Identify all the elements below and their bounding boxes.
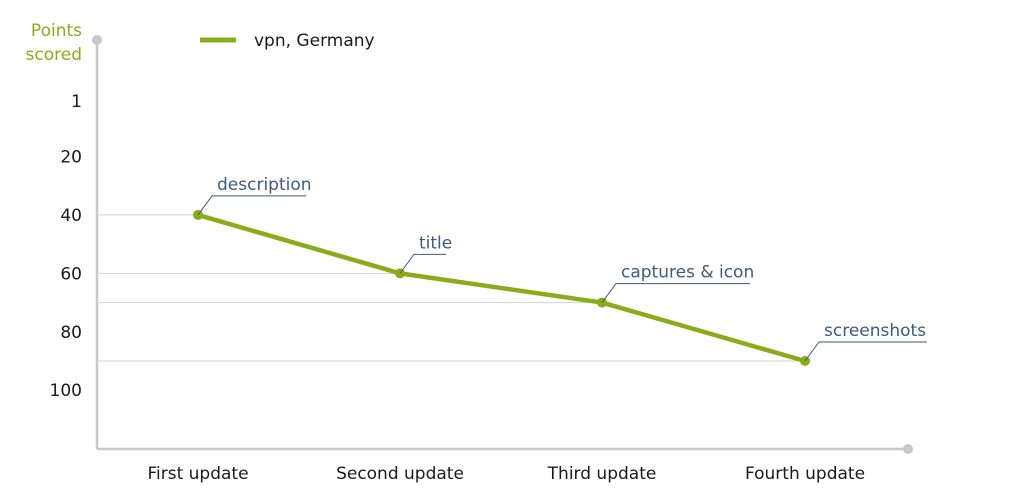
annotation-leader bbox=[601, 283, 750, 303]
y-tick-label: 80 bbox=[60, 323, 82, 343]
annotation-label: captures & icon bbox=[621, 263, 754, 283]
y-tick-label: 100 bbox=[50, 381, 82, 401]
gridlines bbox=[97, 214, 805, 362]
y-axis-title-line-1: Points bbox=[31, 21, 82, 41]
x-tick-label: Third update bbox=[547, 464, 657, 484]
y-tick-label: 60 bbox=[60, 264, 82, 284]
series-line bbox=[195, 212, 808, 364]
annotation-leader bbox=[804, 341, 927, 362]
y-axis-title: Points scored bbox=[26, 21, 83, 65]
x-tick-label: Second update bbox=[336, 464, 464, 484]
series-lines bbox=[193, 209, 810, 366]
annotations: description title captures & icon screensho… bbox=[197, 175, 927, 362]
x-tick-label: Fourth update bbox=[745, 464, 865, 484]
annotation-label: description bbox=[217, 175, 312, 195]
y-tick-label: 1 bbox=[71, 92, 82, 112]
annotation-label: title bbox=[419, 233, 452, 253]
y-tick-labels: 1 20 40 60 80 100 bbox=[50, 92, 82, 401]
x-tick-labels: First update Second update Third update Fou… bbox=[147, 464, 865, 484]
y-tick-label: 20 bbox=[60, 148, 82, 168]
y-tick-label: 40 bbox=[60, 206, 82, 226]
y-axis-title-line-2: scored bbox=[26, 45, 82, 65]
annotation-leader bbox=[197, 195, 306, 216]
axes bbox=[92, 35, 913, 454]
x-tick-label: First update bbox=[147, 464, 248, 484]
y-axis-end-dot bbox=[92, 35, 102, 45]
legend: vpn, Germany bbox=[200, 31, 375, 51]
x-axis-end-dot bbox=[903, 444, 913, 454]
legend-label: vpn, Germany bbox=[254, 31, 375, 51]
annotation-leader bbox=[399, 253, 446, 274]
annotation-label: screenshots bbox=[824, 321, 926, 341]
